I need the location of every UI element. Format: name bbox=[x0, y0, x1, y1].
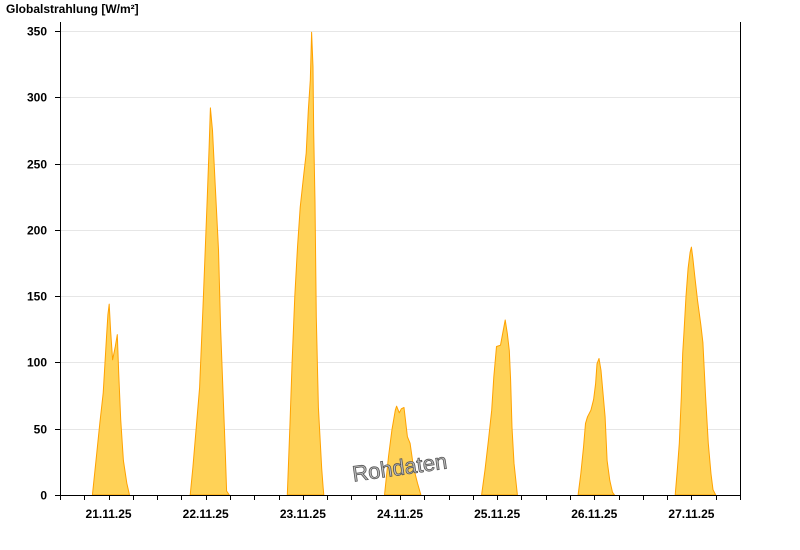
x-tick-label: 22.11.25 bbox=[183, 507, 229, 521]
x-tick-label: 24.11.25 bbox=[377, 507, 423, 521]
series-areas bbox=[91, 31, 717, 496]
y-tick-label: 250 bbox=[27, 158, 47, 172]
area-22.11.25 bbox=[189, 107, 230, 496]
area-27.11.25 bbox=[674, 246, 717, 496]
area-26.11.25 bbox=[577, 358, 615, 496]
x-tick-label: 23.11.25 bbox=[280, 507, 326, 521]
x-tick-label: 21.11.25 bbox=[86, 507, 132, 521]
y-tick-label: 100 bbox=[27, 356, 47, 370]
y-tick-label: 350 bbox=[27, 25, 47, 39]
y-tick-label: 50 bbox=[34, 423, 48, 437]
axes: 0 50 100 150 200 250 300 350 21.11.25 22.11.25 23.… bbox=[27, 22, 741, 521]
y-tick-label: 300 bbox=[27, 91, 47, 105]
grid bbox=[60, 31, 740, 430]
area-21.11.25 bbox=[91, 303, 130, 496]
y-tick-label: 200 bbox=[27, 224, 47, 238]
x-tick-label: 27.11.25 bbox=[668, 507, 714, 521]
x-tick-label: 25.11.25 bbox=[474, 507, 520, 521]
chart-title: Globalstrahlung [W/m²] bbox=[6, 2, 139, 16]
x-tick-label: 26.11.25 bbox=[571, 507, 617, 521]
area-25.11.25 bbox=[481, 319, 518, 496]
area-23.11.25 bbox=[286, 31, 325, 496]
y-tick-label: 0 bbox=[40, 489, 47, 503]
area-24.11.25 bbox=[384, 405, 422, 496]
y-tick-label: 150 bbox=[27, 290, 47, 304]
